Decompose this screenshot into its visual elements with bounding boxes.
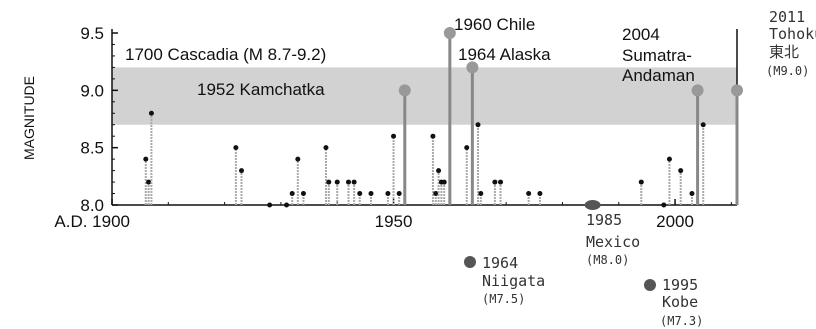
event-point [148, 110, 154, 116]
band-label: 1700 Cascadia (M 8.7-9.2) [125, 45, 326, 64]
mexico-marker [584, 200, 601, 210]
annotation-tohoku-year: 2011 [769, 8, 805, 26]
event-point [700, 122, 706, 128]
event-point [464, 145, 470, 151]
event-point [351, 179, 357, 185]
event-point [323, 145, 329, 151]
annotation-kobe-year: 1995 [662, 276, 698, 294]
axes: 8.0 8.5 9.0 9.5 A.D. 1900 1950 2000 [54, 24, 738, 231]
event-point [295, 156, 301, 162]
event-point [430, 133, 436, 139]
x-tick-label: A.D. 1900 [54, 212, 130, 231]
x-tick-label: 2000 [656, 212, 694, 231]
y-tick-label: 9.0 [80, 81, 104, 100]
y-tick-label: 8.0 [80, 196, 104, 215]
event-point [689, 191, 695, 197]
event-point [398, 84, 411, 97]
y-tick-label: 8.5 [80, 139, 104, 158]
annotation-kobe-name: Kobe [662, 293, 698, 311]
event-point [385, 191, 391, 197]
event-point [289, 191, 295, 197]
event-point [368, 191, 374, 197]
event-point [475, 122, 481, 128]
event-point [233, 145, 239, 151]
annotation-sumatra-name-2: Andaman [622, 66, 695, 85]
annotation-niigata-mag: (M7.5) [482, 292, 525, 306]
annotation-tohoku-mag: (M9.0) [766, 64, 809, 78]
kobe-marker [644, 279, 656, 291]
event-point [300, 191, 306, 197]
event-point [498, 179, 504, 185]
niigata-marker [464, 256, 476, 268]
event-stems [143, 27, 743, 210]
annotation-sumatra-year: 2004 [622, 25, 660, 44]
annotation-mexico-year: 1985 [586, 211, 622, 229]
cascadia-band [112, 67, 737, 125]
event-point [526, 191, 532, 197]
event-point [239, 168, 245, 174]
annotation-tohoku-name: Tohoku [769, 25, 816, 43]
annotation-alaska: 1964 Alaska [458, 45, 551, 64]
annotation-mexico-mag: (M8.0) [586, 253, 629, 267]
annotation-niigata-year: 1964 [482, 254, 518, 272]
event-point [396, 191, 402, 197]
event-point [284, 202, 290, 208]
event-annotations: 1960 Chile 1964 Alaska 1952 Kamchatka 20… [197, 8, 816, 328]
event-point [357, 191, 363, 197]
y-axis-label: MAGNITUDE [21, 76, 37, 160]
event-point [267, 202, 273, 208]
event-point [433, 191, 439, 197]
event-point [345, 179, 351, 185]
event-point [334, 179, 340, 185]
annotation-sumatra-name-1: Sumatra- [622, 46, 692, 65]
annotation-mexico-name: Mexico [586, 233, 640, 251]
event-point [443, 27, 456, 39]
event-point [678, 168, 684, 174]
annotation-kobe-mag: (M7.3) [660, 314, 703, 328]
event-point [391, 133, 397, 139]
annotation-niigata-name: Niigata [482, 272, 545, 290]
event-point [731, 84, 743, 97]
annotation-kamchatka: 1952 Kamchatka [197, 80, 325, 99]
event-point [146, 179, 152, 185]
y-tick-label: 9.5 [80, 24, 104, 43]
event-point [478, 191, 484, 197]
event-point [441, 179, 447, 185]
annotation-tohoku-kanji: 東北 [769, 43, 799, 61]
event-point [537, 191, 543, 197]
x-tick-label: 1950 [375, 212, 413, 231]
event-point [691, 84, 704, 97]
annotation-chile: 1960 Chile [454, 15, 535, 34]
event-point [143, 156, 149, 162]
event-point [666, 156, 672, 162]
event-point [638, 179, 644, 185]
event-point [466, 61, 479, 74]
event-point [326, 179, 332, 185]
event-point [661, 202, 667, 208]
event-point [492, 179, 498, 185]
event-point [436, 168, 442, 174]
